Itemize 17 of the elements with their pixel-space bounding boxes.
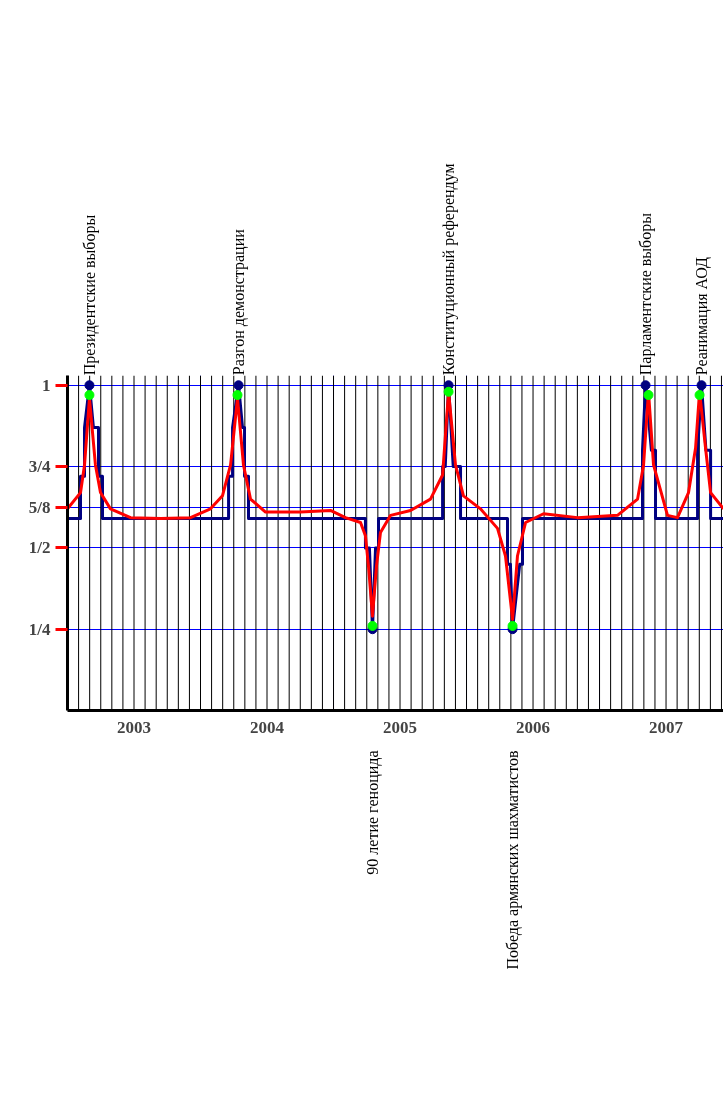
- annotation: Парламентские выборы: [637, 212, 656, 376]
- text: 90 летие геноцида: [363, 750, 382, 875]
- x-tick-label: 2005: [383, 717, 418, 737]
- x-tick-label: 2003: [117, 717, 151, 737]
- y-tick-label: 1/2: [28, 538, 51, 558]
- annotation: Конституционный референдум: [440, 163, 459, 376]
- annotation: Разгон демонстрации: [230, 228, 249, 376]
- x-tick-label: 2007: [649, 717, 684, 737]
- text: Победа армянских шахматистов: [504, 750, 523, 970]
- y-tick-label: 1/4: [28, 619, 51, 639]
- x-tick-label: 2006: [516, 717, 551, 737]
- annotation: Реанимация АОД: [693, 256, 712, 376]
- y-tick-label: 1: [42, 375, 51, 395]
- y-tick-label: 3/4: [28, 457, 51, 477]
- annotation: Президентские выборы: [80, 214, 99, 376]
- x-tick-label: 2004: [250, 717, 285, 737]
- y-tick-label: 5/8: [28, 497, 51, 517]
